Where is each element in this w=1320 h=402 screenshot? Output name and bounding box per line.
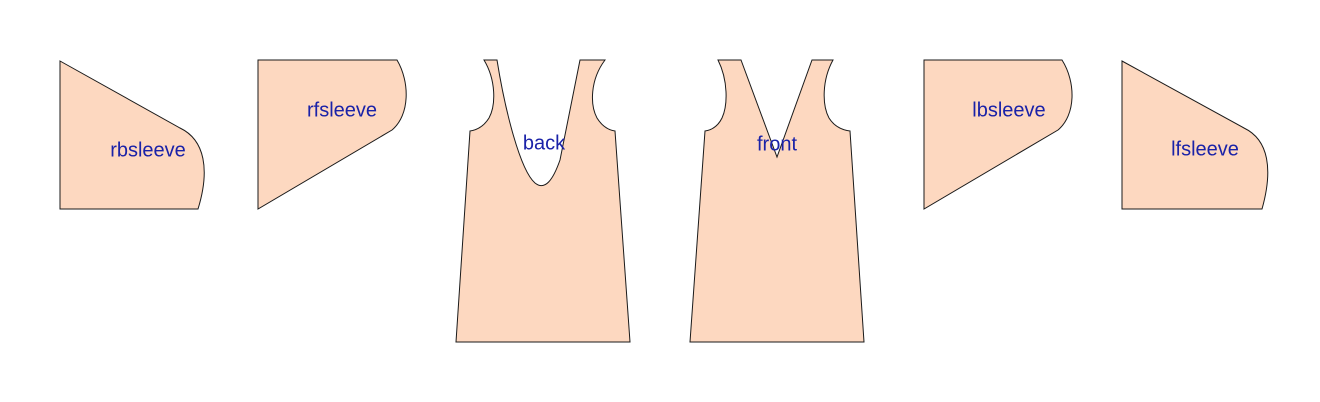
rfsleeve-label: rfsleeve	[307, 99, 377, 121]
back-label: back	[523, 132, 566, 154]
front-label: front	[757, 133, 797, 155]
rfsleeve-shape	[257, 59, 407, 210]
piece-rfsleeve: rfsleeve	[257, 59, 407, 210]
rbsleeve-shape	[59, 60, 205, 210]
rbsleeve-label: rbsleeve	[110, 139, 186, 161]
piece-back: back	[455, 59, 631, 343]
piece-lfsleeve: lfsleeve	[1121, 60, 1269, 210]
lfsleeve-shape	[1121, 60, 1269, 210]
front-shape	[689, 59, 865, 343]
lbsleeve-label: lbsleeve	[972, 99, 1045, 121]
back-shape	[455, 59, 631, 343]
piece-front: front	[689, 59, 865, 343]
piece-lbsleeve: lbsleeve	[923, 59, 1073, 210]
piece-rbsleeve: rbsleeve	[59, 60, 205, 210]
lfsleeve-label: lfsleeve	[1171, 138, 1239, 160]
lbsleeve-shape	[923, 59, 1073, 210]
